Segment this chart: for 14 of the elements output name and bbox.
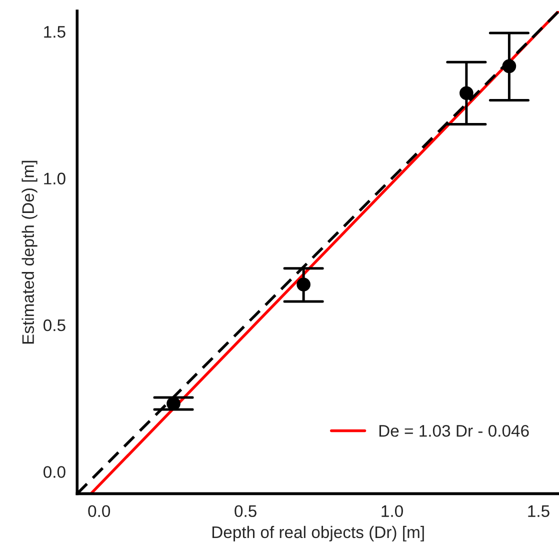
x-tick-label: 0.0	[88, 505, 110, 518]
y-tick-label: 0.5	[44, 319, 66, 332]
point	[296, 278, 310, 292]
y-tick-label: 1.5	[44, 26, 66, 38]
point	[502, 59, 516, 74]
y-axis-title: Estimated depth (De) [m]	[22, 160, 38, 344]
x-tick-label: 1.0	[382, 505, 403, 518]
y-tick-label: 1.0	[44, 172, 66, 184]
x-tick-label: 1.5	[528, 505, 550, 518]
point	[460, 86, 474, 100]
x-tick-label: 0.5	[234, 505, 256, 518]
y-tick-label: 0.0	[44, 466, 66, 478]
x-axis-title: Depth of real objects (Dr) [m]	[212, 526, 424, 542]
legend-label: De = 1.03 Dr - 0.046	[379, 424, 529, 437]
